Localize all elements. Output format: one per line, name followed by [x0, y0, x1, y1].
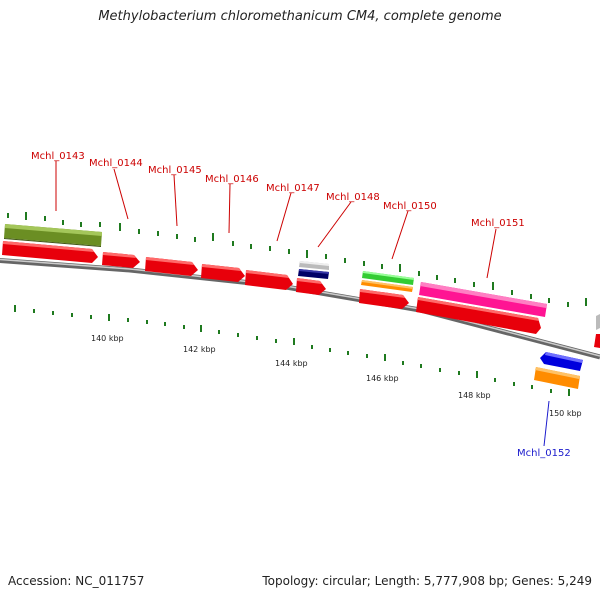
gene-labels: Mchl_0143 Mchl_0144 Mchl_0145 Mchl_0146 …	[31, 151, 571, 459]
green-feature[interactable]	[362, 271, 414, 285]
gene-label[interactable]: Mchl_0143	[31, 151, 85, 162]
gene-label[interactable]: Mchl_0145	[148, 165, 202, 176]
scale-label: 146 kbp	[366, 374, 399, 383]
pink-feature[interactable]	[419, 282, 547, 317]
grey-feature-edge[interactable]	[596, 314, 600, 330]
cds-track-forward	[2, 241, 600, 348]
cds-arrow[interactable]	[245, 270, 293, 290]
genome-summary-text: Topology: circular; Length: 5,777,908 bp…	[262, 574, 592, 588]
bottom-tick-row	[14, 305, 570, 396]
cds-arrow[interactable]	[359, 289, 409, 309]
gene-label[interactable]: Mchl_0146	[205, 174, 259, 185]
scale-label: 142 kbp	[183, 345, 216, 354]
gene-label[interactable]: Mchl_0150	[383, 201, 437, 212]
scale-label: 144 kbp	[275, 359, 308, 368]
reverse-cds-arrow[interactable]	[540, 352, 583, 371]
map-title: Methylobacterium chloromethanicum CM4, c…	[98, 9, 502, 24]
navy-feature[interactable]	[298, 269, 329, 279]
leader-lines	[55, 161, 550, 447]
scale-label: 140 kbp	[91, 334, 124, 343]
grey-feature[interactable]	[299, 261, 329, 270]
cds-arrow[interactable]	[145, 257, 198, 276]
cds-arrow[interactable]	[102, 252, 140, 268]
orange-feature[interactable]	[361, 280, 413, 292]
accession-text: Accession: NC_011757	[8, 574, 145, 588]
gene-label[interactable]: Mchl_0151	[471, 218, 525, 229]
scale-label: 148 kbp	[458, 391, 491, 400]
gene-label[interactable]: Mchl_0147	[266, 183, 320, 194]
cds-arrow[interactable]	[594, 334, 600, 348]
olive-feature[interactable]	[4, 224, 102, 247]
scale-label: 150 kbp	[549, 409, 582, 418]
gene-label[interactable]: Mchl_0152	[517, 448, 571, 459]
gene-label[interactable]: Mchl_0144	[89, 158, 143, 169]
orange-feature-reverse[interactable]	[534, 367, 580, 389]
gene-label[interactable]: Mchl_0148	[326, 192, 380, 203]
scale-labels: 140 kbp 142 kbp 144 kbp 146 kbp 148 kbp …	[91, 334, 582, 418]
cds-arrow[interactable]	[2, 241, 98, 263]
cds-arrow[interactable]	[201, 264, 245, 282]
top-tick-row	[7, 212, 587, 307]
cds-arrow[interactable]	[296, 278, 326, 295]
cds-arrow[interactable]	[416, 297, 541, 334]
